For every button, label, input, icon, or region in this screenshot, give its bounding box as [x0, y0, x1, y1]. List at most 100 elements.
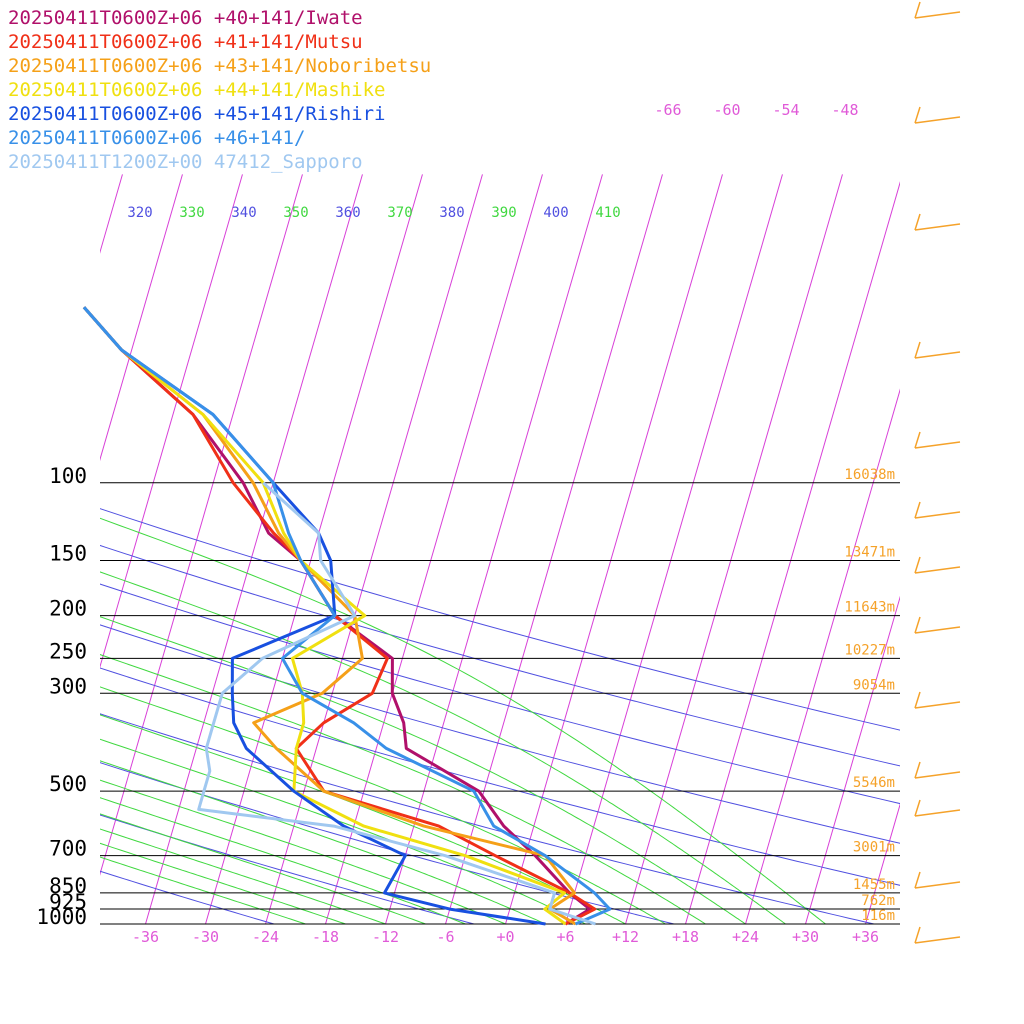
legend-entry: 20250411T1200Z+00 47412_Sapporo	[8, 151, 363, 173]
moist-adiabat-line	[100, 714, 626, 924]
x-tick-label: -24	[252, 928, 279, 946]
x-tick-label: +18	[672, 928, 699, 946]
theta-label: 360	[335, 205, 360, 221]
series-line	[82, 306, 592, 926]
legend-entry: 20250411T0600Z+06 +45+141/Rishiri	[8, 103, 386, 125]
pressure-label: 700	[49, 837, 87, 861]
axis-labels: 100 16038m 150 13471m 200 11643m 250 10227m 300 9…	[36, 101, 895, 946]
x-tick-label: -30	[192, 928, 219, 946]
wind-barb-flag	[914, 926, 921, 944]
wind-barb	[914, 566, 961, 574]
dry-adiabat-line	[100, 508, 900, 731]
isotherm-line	[145, 174, 363, 924]
wind-barb	[914, 351, 961, 359]
wind-barb	[914, 511, 961, 519]
wind-barb	[914, 809, 961, 817]
wind-barb	[914, 701, 961, 709]
height-label: 10227m	[844, 642, 895, 658]
x-tick-label: +30	[792, 928, 819, 946]
wind-barbs	[914, 1, 961, 944]
x-tick-label: -12	[372, 928, 399, 946]
wind-barb-flag	[914, 691, 921, 709]
height-label: 1455m	[853, 877, 895, 893]
isotherm-line	[625, 174, 843, 924]
height-label: 13471m	[844, 544, 895, 560]
temperature-profiles	[82, 306, 612, 926]
height-label: 3001m	[853, 840, 895, 856]
x-tick-label: +12	[612, 928, 639, 946]
series-line	[82, 306, 612, 926]
wind-barb-flag	[914, 431, 921, 449]
pressure-label: 925	[49, 890, 87, 914]
moist-adiabat-line	[100, 517, 826, 924]
x-tick-label: +24	[732, 928, 759, 946]
isotherm-line	[100, 174, 303, 876]
dry-adiabat-line	[100, 667, 900, 886]
upper-isotherm-label: -60	[713, 101, 740, 119]
height-label: 762m	[861, 893, 895, 909]
legend-entry: 20250411T0600Z+06 +41+141/Mutsu	[8, 31, 363, 53]
isotherm-line	[100, 174, 243, 669]
wind-barb-flag	[914, 213, 921, 231]
wind-barb	[914, 936, 961, 944]
pressure-label: 150	[49, 541, 87, 565]
wind-barb	[914, 11, 961, 19]
theta-label: 370	[387, 205, 412, 221]
pressure-label: 100	[49, 464, 87, 488]
wind-barb	[914, 223, 961, 231]
wind-barb-flag	[914, 341, 921, 359]
isotherm-line	[685, 181, 900, 924]
pressure-label: 200	[49, 597, 87, 621]
isotherm-line	[205, 174, 423, 924]
height-label: 16038m	[844, 467, 895, 483]
height-label: 9054m	[853, 677, 895, 693]
wind-barb	[914, 771, 961, 779]
series-line	[82, 306, 597, 926]
isotherm-line	[265, 174, 483, 924]
wind-barb-flag	[914, 106, 921, 124]
isotherm-line	[565, 174, 783, 924]
isotherm-line	[745, 388, 900, 924]
wind-barb-flag	[914, 799, 921, 817]
moist-adiabat-line	[100, 856, 306, 924]
legend: 20250411T0600Z+06 +40+141/Iwate20250411T…	[8, 7, 431, 173]
dry-adiabat-line	[100, 544, 900, 767]
wind-barb	[914, 441, 961, 449]
isotherm-line	[986, 174, 1024, 924]
wind-barb-flag	[914, 761, 921, 779]
pressure-label: 1000	[36, 905, 87, 929]
series-line	[82, 306, 577, 926]
upper-isotherm-label: -48	[831, 101, 858, 119]
theta-label: 340	[231, 205, 256, 221]
x-tick-label: +36	[852, 928, 879, 946]
moist-adiabat-lines	[100, 517, 826, 924]
x-tick-label: +0	[496, 928, 514, 946]
legend-entry: 20250411T0600Z+06 +43+141/Noboribetsu	[8, 55, 431, 77]
dry-adiabat-line	[100, 814, 476, 924]
moist-adiabat-line	[100, 686, 666, 924]
x-tick-label: -6	[436, 928, 454, 946]
dry-adiabat-line	[100, 583, 900, 805]
wind-barb	[914, 881, 961, 889]
theta-label: 410	[595, 205, 620, 221]
theta-label: 380	[439, 205, 464, 221]
series-line	[197, 481, 596, 926]
isotherm-line	[805, 595, 900, 924]
dry-adiabat-line	[100, 713, 877, 924]
isotherm-line	[100, 174, 183, 462]
isotherm-line	[505, 174, 723, 924]
wind-barb-flag	[914, 1, 921, 19]
dry-adiabat-line	[100, 624, 900, 844]
wind-barb	[914, 116, 961, 124]
dry-adiabat-line	[100, 870, 276, 924]
upper-isotherm-label: -54	[772, 101, 799, 119]
wind-barb-flag	[914, 871, 921, 889]
moist-adiabat-line	[100, 571, 786, 924]
height-label: 5546m	[853, 775, 895, 791]
pressure-label: 300	[49, 674, 87, 698]
theta-label: 400	[543, 205, 568, 221]
x-tick-label: -18	[312, 928, 339, 946]
pressure-label: 500	[49, 772, 87, 796]
isotherm-line	[926, 174, 1024, 924]
legend-entry: 20250411T0600Z+06 +44+141/Mashike	[8, 79, 386, 101]
